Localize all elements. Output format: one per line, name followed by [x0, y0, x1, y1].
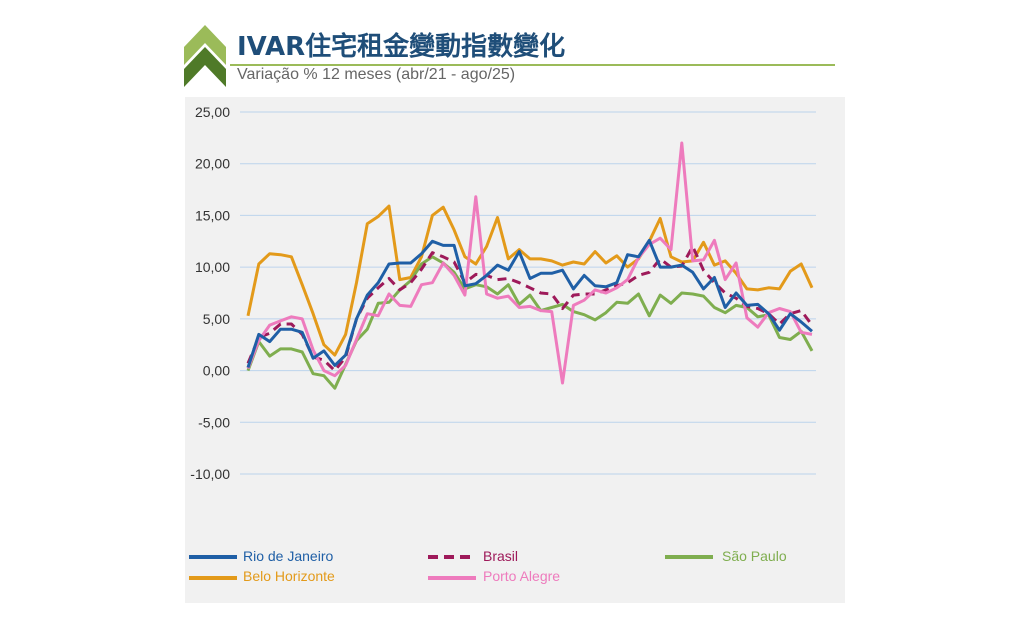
x-tick-label: out/22: [436, 486, 451, 522]
y-tick-label: 15,00: [195, 207, 230, 223]
page-title: IVAR住宅租金變動指數變化: [237, 32, 566, 62]
x-tick-label: jun/21: [263, 486, 278, 522]
x-tick-label: jun/25: [783, 486, 798, 522]
x-tick-label: ago/23: [545, 486, 560, 526]
x-tick-label: fev/24: [610, 486, 625, 521]
legend-label-brasil: Brasil: [483, 548, 519, 564]
y-tick-label: -10,00: [190, 466, 230, 482]
y-tick-label: 10,00: [195, 259, 230, 275]
legend-swatch-rio: [189, 555, 237, 559]
series-line-porto: [246, 141, 813, 385]
series-line-belo: [246, 204, 814, 357]
logo-chevron-icon: [184, 25, 226, 87]
y-tick-label: 5,00: [203, 311, 230, 327]
x-tick-label: fev/22: [349, 486, 364, 521]
x-tick-label: abr/23: [501, 486, 516, 523]
x-tick-label: abr/21: [241, 486, 256, 523]
x-tick-label: jun/23: [523, 486, 538, 522]
legend-label-porto: Porto Alegre: [483, 568, 561, 584]
chart-subtitle: Variação % 12 meses (abr/21 - ago/25): [237, 66, 516, 83]
legend-swatch-brasil: [428, 555, 476, 559]
x-tick-label: dez/24: [718, 486, 733, 525]
legend-label-sao-paulo: São Paulo: [722, 548, 787, 564]
x-tick-label: ago/22: [415, 486, 430, 526]
x-tick-label: out/21: [306, 486, 321, 522]
series-line-rio: [246, 238, 813, 368]
y-tick-label: -5,00: [198, 414, 230, 430]
x-tick-label: out/24: [697, 486, 712, 522]
x-tick-label: ago/25: [805, 486, 820, 526]
x-tick-label: jun/22: [393, 486, 408, 522]
x-tick-label: jun/24: [653, 486, 668, 522]
y-tick-label: 0,00: [203, 363, 230, 379]
legend-swatch-sao-paulo: [665, 555, 713, 559]
y-tick-label: 20,00: [195, 156, 230, 172]
legend-swatch-belo: [189, 576, 237, 580]
x-tick-label: out/23: [566, 486, 581, 522]
x-tick-label: dez/22: [458, 486, 473, 525]
x-tick-label: dez/23: [588, 486, 603, 525]
x-tick-label: abr/24: [631, 486, 646, 523]
x-tick-label: ago/21: [284, 486, 299, 526]
x-tick-label: ago/24: [675, 486, 690, 526]
x-tick-label: abr/25: [762, 486, 777, 523]
x-tick-label: dez/21: [328, 486, 343, 525]
x-tick-label: fev/25: [740, 486, 755, 521]
title-divider: [230, 64, 835, 66]
legend-label-rio: Rio de Janeiro: [243, 548, 334, 564]
legend-swatch-porto: [428, 576, 476, 580]
series-line-sao-paulo: [246, 255, 814, 390]
x-tick-label: abr/22: [371, 486, 386, 523]
x-tick-label: fev/23: [480, 486, 495, 521]
y-tick-label: 25,00: [195, 104, 230, 120]
legend-label-belo: Belo Horizonte: [243, 568, 335, 584]
